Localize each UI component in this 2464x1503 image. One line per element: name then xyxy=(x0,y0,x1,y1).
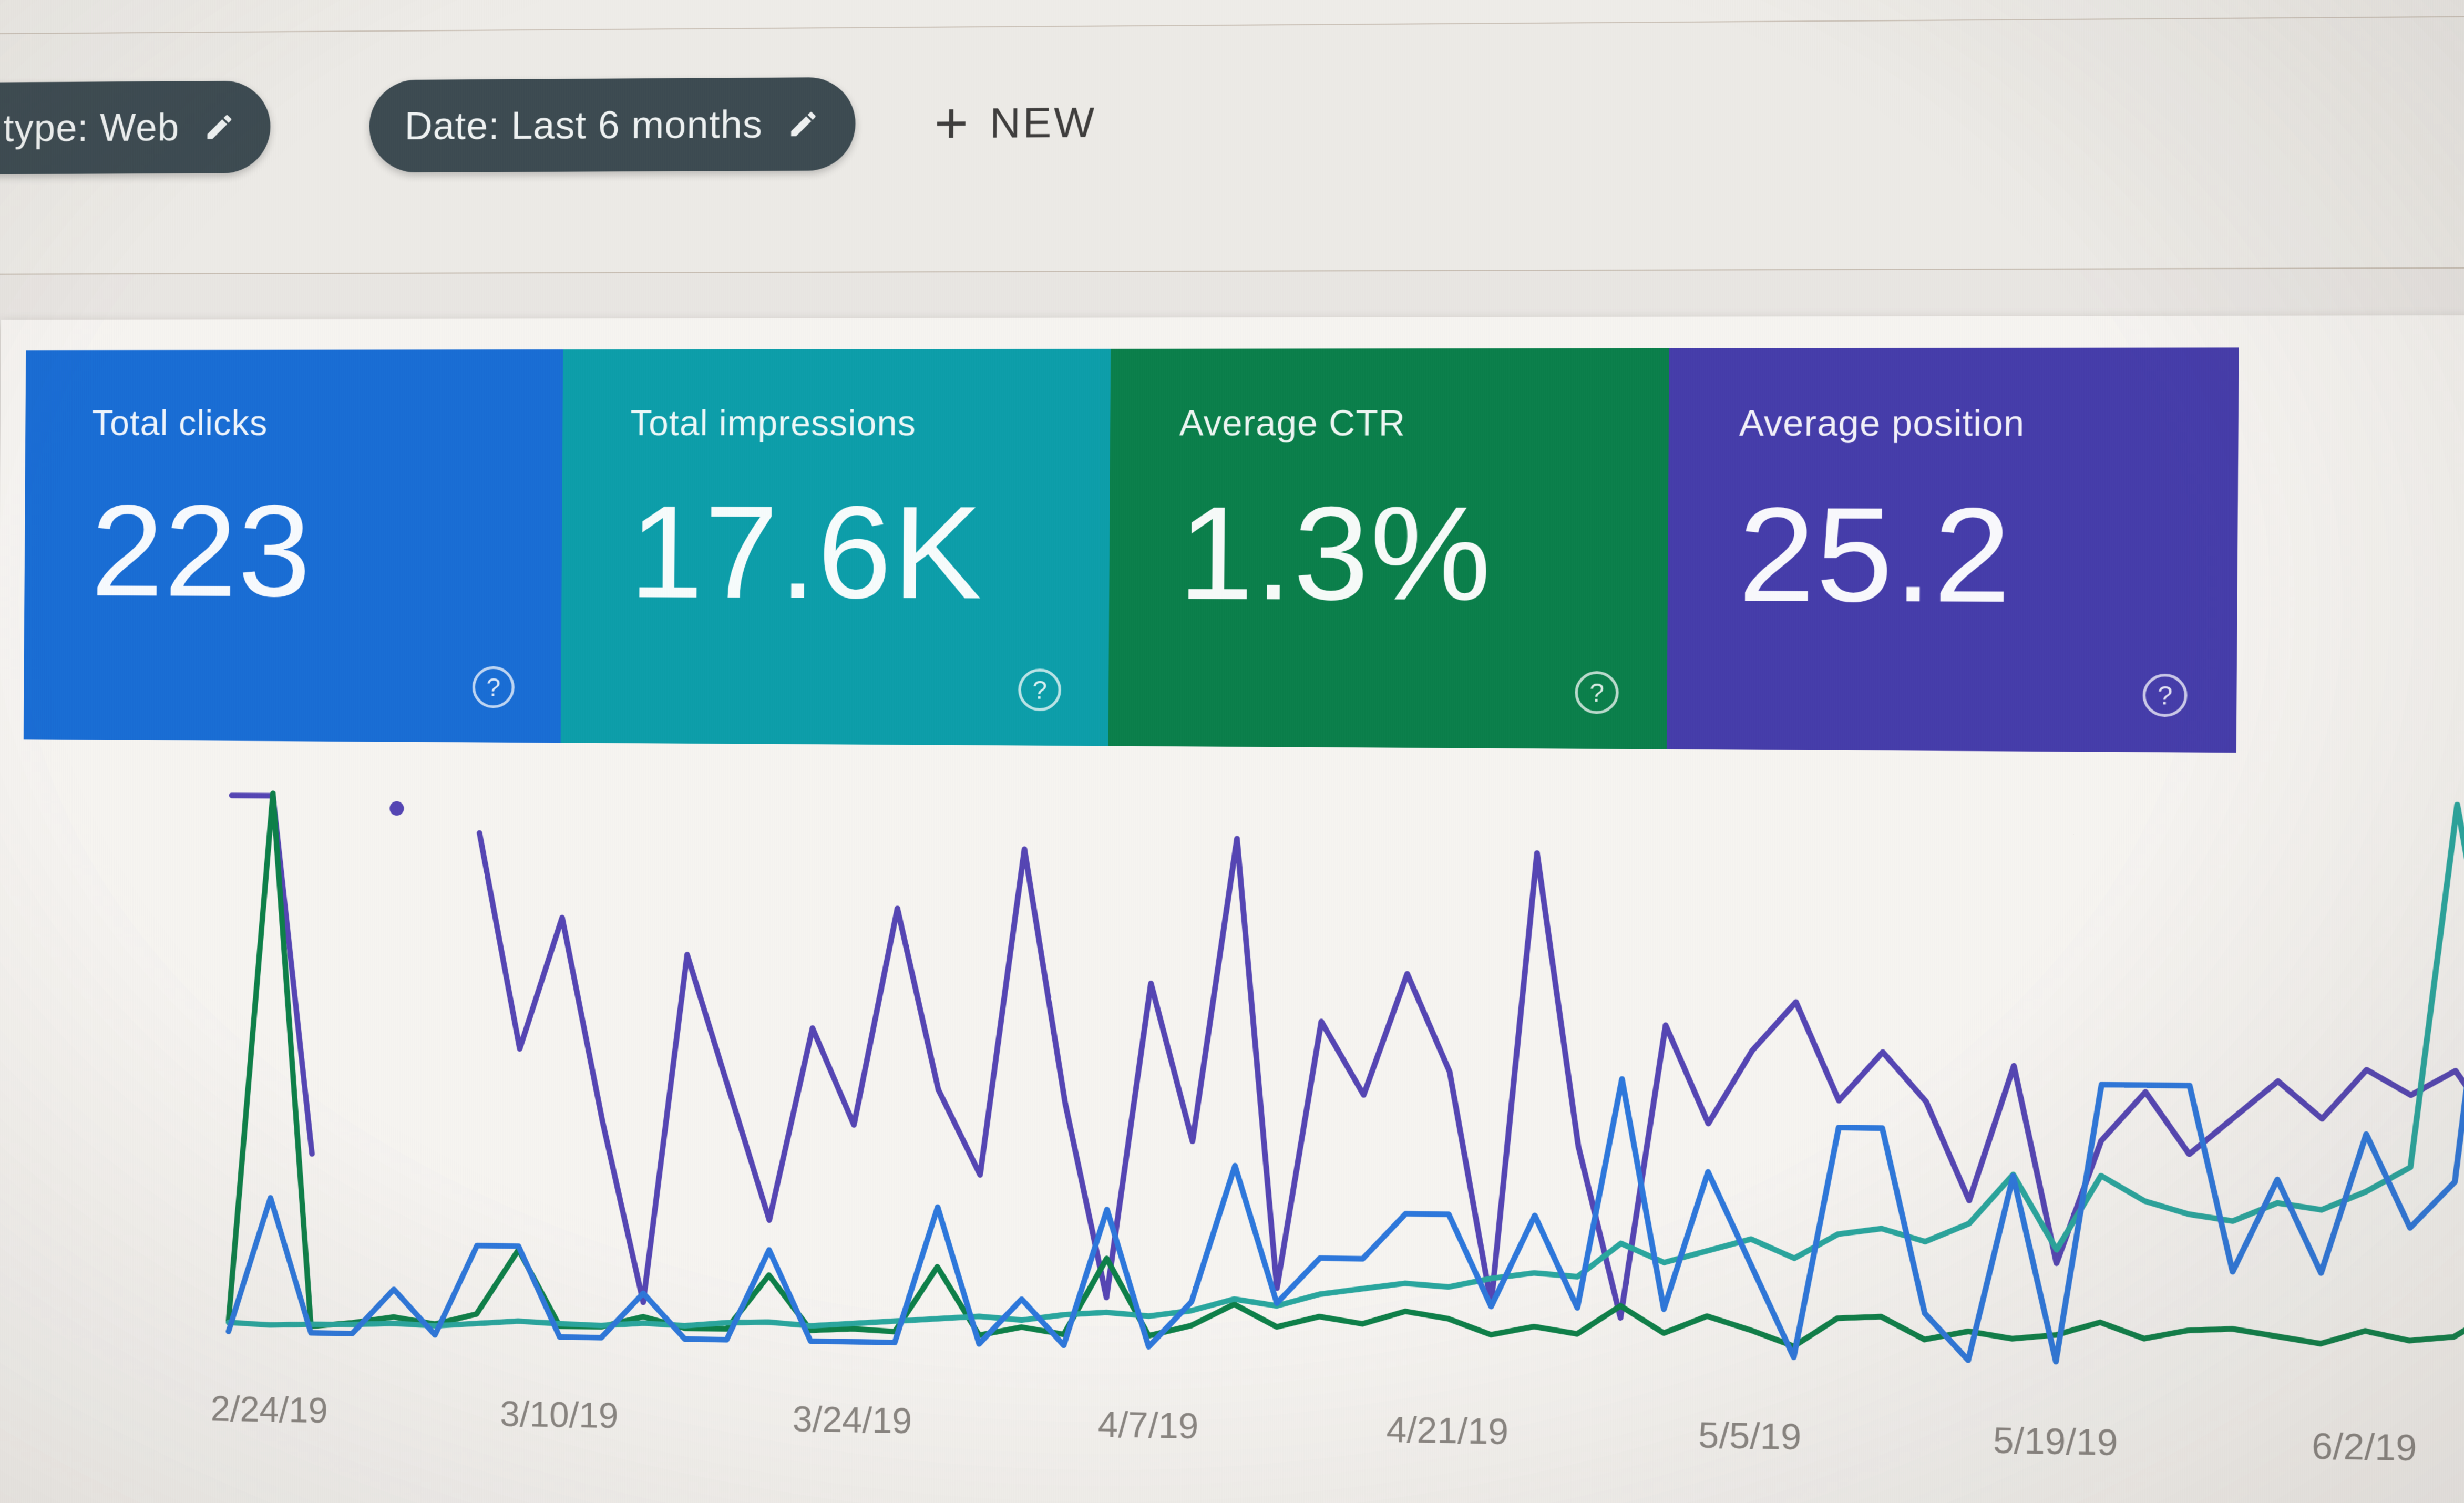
performance-chart[interactable]: 2/24/19 3/10/19 3/24/19 4/7/19 4/21/19 5/5/19… xyxy=(195,748,2464,1503)
card-value: 1.3% xyxy=(1178,479,1493,629)
date-range-filter-chip[interactable]: Date: Last 6 months xyxy=(369,77,856,173)
card-value: 223 xyxy=(90,478,313,624)
card-label: Total impressions xyxy=(630,403,917,444)
performance-panel: Total clicks 223 ? Total impressions 17.… xyxy=(0,315,2464,1503)
new-filter-button-label: NEW xyxy=(989,99,1097,147)
search-type-filter-chip[interactable]: type: Web xyxy=(0,80,271,174)
help-glyph: ? xyxy=(1589,677,1605,707)
card-total-impressions[interactable]: Total impressions 17.6K ? xyxy=(560,348,1111,746)
page-background: Total clicks 223 ? Total impressions 17.… xyxy=(0,267,2464,1503)
help-icon[interactable]: ? xyxy=(1575,671,1619,714)
svg-text:3/24/19: 3/24/19 xyxy=(792,1399,912,1441)
edit-pencil-icon xyxy=(207,115,232,139)
card-value: 17.6K xyxy=(629,479,984,627)
search-type-chip-label: type: Web xyxy=(3,106,180,150)
svg-text:6/2/19: 6/2/19 xyxy=(2312,1426,2417,1469)
card-average-ctr[interactable]: Average CTR 1.3% ? xyxy=(1108,348,1669,749)
help-glyph: ? xyxy=(2157,680,2173,711)
help-icon[interactable]: ? xyxy=(1018,668,1062,712)
edit-pencil-icon xyxy=(791,111,816,137)
performance-chart-svg: 2/24/19 3/10/19 3/24/19 4/7/19 4/21/19 5/5/19… xyxy=(211,748,2464,1469)
card-total-clicks[interactable]: Total clicks 223 ? xyxy=(23,349,563,743)
svg-text:3/10/19: 3/10/19 xyxy=(500,1395,619,1436)
svg-text:5/19/19: 5/19/19 xyxy=(1993,1420,2118,1463)
svg-text:4/21/19: 4/21/19 xyxy=(1386,1410,1508,1452)
card-average-position[interactable]: Average position 25.2 ? xyxy=(1667,347,2239,753)
help-glyph: ? xyxy=(1032,675,1048,705)
new-filter-button[interactable]: + NEW xyxy=(933,91,1097,156)
card-label: Average position xyxy=(1739,403,2025,444)
card-label: Average CTR xyxy=(1179,403,1406,444)
card-label: Total clicks xyxy=(91,403,268,443)
svg-text:2/24/19: 2/24/19 xyxy=(211,1389,328,1431)
help-glyph: ? xyxy=(486,673,501,702)
date-range-chip-label: Date: Last 6 months xyxy=(404,102,763,148)
filter-toolbar: type: Web Date: Last 6 months + NEW La xyxy=(0,15,2464,275)
help-icon[interactable]: ? xyxy=(472,666,515,708)
metric-cards-row: Total clicks 223 ? Total impressions 17.… xyxy=(23,347,2464,755)
help-icon[interactable]: ? xyxy=(2142,673,2188,717)
filter-chips-row: type: Web Date: Last 6 months + NEW xyxy=(0,76,1097,174)
card-value: 25.2 xyxy=(1738,480,2013,631)
plus-icon: + xyxy=(933,91,971,156)
svg-text:5/5/19: 5/5/19 xyxy=(1698,1416,1801,1458)
svg-text:4/7/19: 4/7/19 xyxy=(1098,1405,1199,1447)
